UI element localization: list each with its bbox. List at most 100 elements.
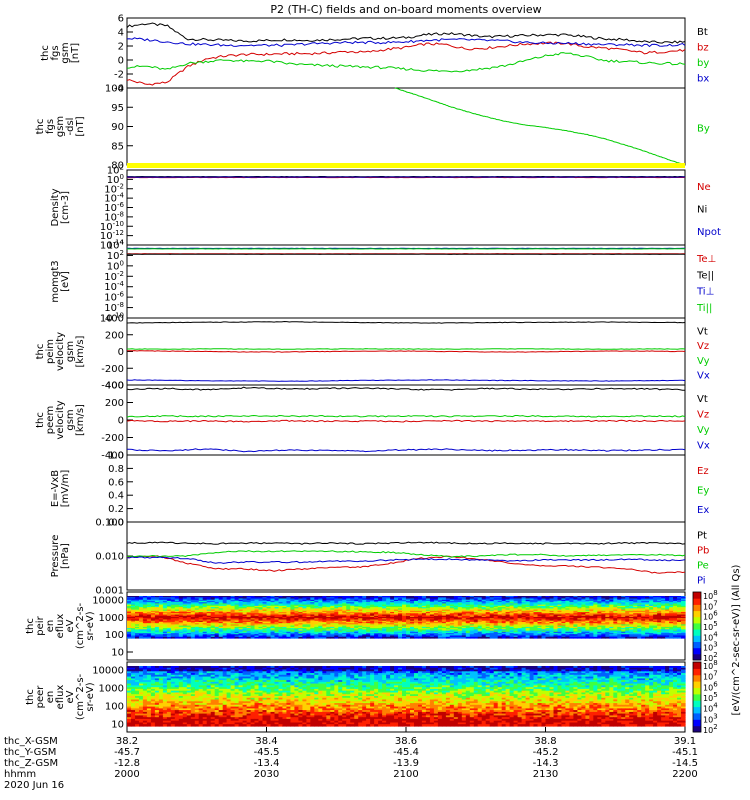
series-line-Vy — [126, 414, 686, 418]
ytick-label-fgs-dsl: 85 — [111, 141, 124, 152]
ylabel-line: peer — [35, 685, 46, 709]
ylabel-line: eV — [65, 619, 76, 632]
ytick-label-fgs: 0 — [118, 56, 124, 67]
legend-By: By — [697, 124, 710, 135]
legend-Npot: Npot — [697, 227, 721, 238]
ytick-label-fgs-dsl: 100 — [105, 84, 124, 95]
ytick-label-efield: 0.8 — [108, 464, 124, 475]
ytick-label-efield: 0.0 — [108, 518, 124, 529]
xtick-label-t: 2200 — [672, 769, 697, 780]
legend-Pb: Pb — [697, 546, 709, 557]
ytick-label-efield: 0.4 — [108, 491, 124, 502]
legend-Ne: Ne — [697, 182, 711, 193]
series-line-bx — [126, 37, 686, 48]
ytick-label-fgs: 6 — [118, 14, 124, 25]
ylabel-line: peim — [45, 339, 56, 364]
ytick-label-peem: 200 — [105, 398, 124, 409]
ytick-label-fgs: 2 — [118, 42, 124, 53]
series-line-Vz — [126, 419, 686, 423]
panel-frame-temperature — [126, 244, 686, 319]
panel-frame-peem — [126, 384, 686, 456]
series-line-Vt — [126, 320, 686, 324]
ytick-label-peem: 400 — [105, 381, 124, 392]
legend-Ni: Ni — [697, 205, 707, 216]
ylabel-line: E=-VxB — [50, 470, 61, 507]
ytick-label-fgs-dsl: 80 — [111, 161, 124, 172]
legend-Vz: Vz — [697, 341, 709, 352]
ylabel-fgs-dsl: thc fgs gsm -dsl [nT] — [35, 116, 86, 137]
legend-Vy: Vy — [697, 356, 710, 367]
ylabel-line: peir — [35, 615, 46, 635]
ylabel-line: gsm — [55, 116, 66, 137]
ylabel-line: fgs — [45, 119, 56, 134]
ytick-label-peem: -200 — [101, 433, 124, 444]
ylabel-line: en — [45, 620, 56, 633]
xtick-label-t: 2030 — [254, 769, 279, 780]
ylabel-fgs: thc fgs gsm [nT] — [40, 42, 81, 63]
ylabel-line: [cm-3] — [60, 191, 71, 224]
ylabel-line: gsm — [65, 409, 76, 430]
ytick-label-efield: 0.6 — [108, 477, 124, 488]
legend-Vt: Vt — [697, 394, 708, 405]
legend-Vz: Vz — [697, 409, 709, 420]
legend-Bt: Bt — [697, 27, 708, 38]
electron-spectrogram — [127, 666, 686, 727]
quality-flag-bar — [127, 163, 685, 168]
legend-Ez: Ez — [697, 466, 709, 477]
xtick-label-z: -14.3 — [533, 758, 559, 769]
ytick-label-fgs: -2 — [114, 70, 124, 81]
ylabel-line: eflux — [55, 685, 66, 710]
ylabel-line: [mV/m] — [60, 470, 71, 508]
ylabel-temperature: momgt3 [eV] — [50, 260, 71, 302]
xtick-label-x: 39.1 — [674, 736, 696, 747]
xtick-label-y: -45.5 — [254, 747, 280, 758]
xtick-label-x: 38.2 — [116, 736, 138, 747]
chart-title: P2 (TH-C) fields and on-board moments ov… — [270, 3, 541, 16]
series-line-Pe — [126, 550, 686, 558]
ytick-label-peim: -400 — [101, 381, 124, 392]
xaxis-row-label: 2020 Jun 16 — [4, 780, 64, 791]
ylabel-line: thc — [35, 119, 46, 135]
ylabel-line: gsm — [60, 42, 71, 63]
ytick-label-pressure: 0.010 — [95, 552, 124, 563]
ytick-label-fgs: -4 — [114, 84, 124, 95]
ytick-label-peim: 0 — [118, 347, 124, 358]
legend-Ey: Ey — [697, 486, 709, 497]
ytick-label-peer: 10000 — [92, 666, 124, 677]
legend-Te||: Te|| — [696, 270, 714, 281]
ytick-label-peer: 10 — [111, 720, 124, 731]
ylabel-peem: thc peem velocity gsm [km/s] — [35, 400, 86, 439]
legend-Pe: Pe — [697, 561, 709, 572]
ion-spectrogram — [127, 596, 686, 639]
ytick-label-efield: 1.0 — [108, 451, 124, 462]
ylabel-line: [eV] — [60, 271, 71, 292]
ytick-label-peir: 10000 — [92, 596, 124, 607]
xtick-label-t: 2000 — [114, 769, 139, 780]
ylabel-line: thc — [40, 45, 51, 61]
series-line-Vx — [126, 379, 686, 382]
ytick-label-pressure: 0.100 — [95, 518, 124, 529]
ylabel-peim: thc peim velocity gsm [km/s] — [35, 332, 86, 371]
xaxis-row-label: thc_X-GSM — [4, 736, 58, 747]
xtick-label-z: -13.4 — [254, 758, 280, 769]
ytick-label-peir: 1000 — [99, 613, 124, 624]
legend-Ti||: Ti|| — [696, 303, 712, 314]
series-line-Bt — [126, 22, 686, 44]
series-line-bz — [126, 41, 686, 86]
ylabel-line: momgt3 — [50, 260, 61, 302]
ylabel-line: -dsl — [65, 118, 76, 136]
series-line-Vz — [127, 350, 686, 353]
legend-Ex: Ex — [697, 505, 709, 516]
ylabel-line: (cm^2-s- — [75, 602, 86, 649]
ylabel-line: Pressure — [50, 535, 61, 578]
ytick-label-peem: -400 — [101, 451, 124, 462]
ylabel-line: velocity — [55, 332, 66, 371]
legend-Vy: Vy — [697, 425, 710, 436]
legend-bx: bx — [697, 73, 709, 84]
xtick-label-y: -45.2 — [533, 747, 559, 758]
xtick-label-t: 2100 — [393, 769, 418, 780]
ylabel-line: thc — [35, 344, 46, 360]
series-line-Vy — [127, 348, 686, 350]
legend-bz: bz — [697, 42, 709, 53]
